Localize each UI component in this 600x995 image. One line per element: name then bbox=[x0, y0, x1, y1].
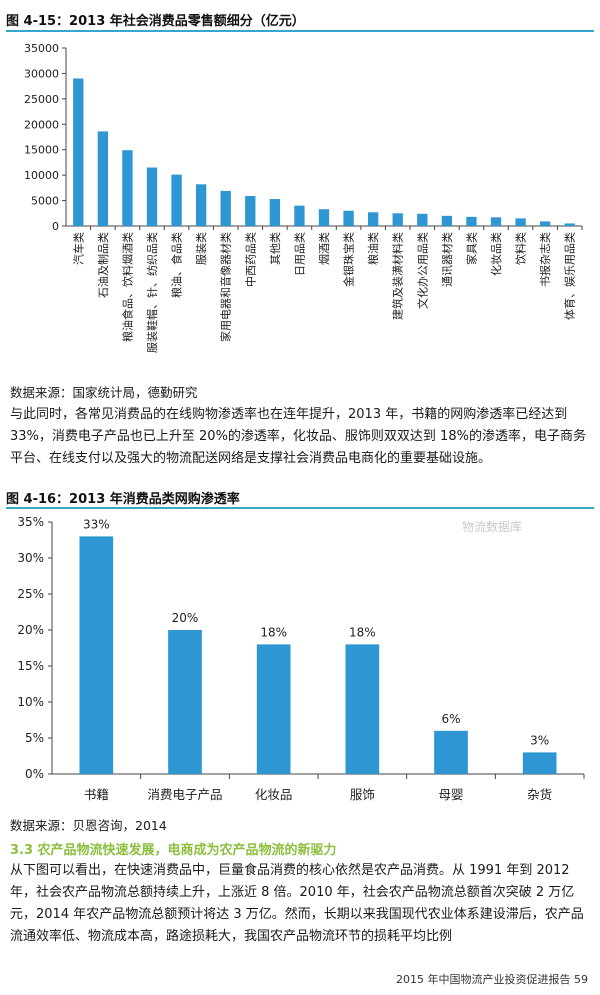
chart2-bar bbox=[522, 752, 557, 774]
chart1-x-tick-label: 金银珠宝类 bbox=[342, 232, 356, 287]
chart2-x-tick-label: 化妆品 bbox=[255, 787, 293, 802]
chart1-y-tick-label: 30000 bbox=[24, 67, 59, 80]
chart2-y-tick-label: 25% bbox=[17, 587, 44, 601]
chart1-bar bbox=[269, 199, 281, 226]
chart2-bar bbox=[79, 536, 114, 774]
chart2: 0% 5% 10% 15% 20% 25% 30% 35% 书籍 消费电子产品 化妆品 服饰 母婴 杂货… bbox=[17, 515, 585, 802]
chart1-x-tick-label: 粮油、食品类 bbox=[170, 232, 184, 298]
chart1-x-tick-label: 其他类 bbox=[268, 232, 282, 265]
chart1-bar bbox=[564, 223, 575, 226]
chart2-x-tick-label: 书籍 bbox=[84, 787, 109, 802]
chart2-y-tick-label: 0% bbox=[25, 767, 44, 781]
chart2-data-label: 18% bbox=[260, 625, 287, 639]
chart1-x-tick-label: 中西药品类 bbox=[243, 232, 257, 287]
figure1-rule bbox=[6, 30, 594, 32]
chart1-bar bbox=[294, 205, 305, 226]
chart1-x-tick-label: 化妆品类 bbox=[489, 232, 503, 276]
chart2-data-label: 3% bbox=[530, 733, 549, 747]
chart2-y-tick-label: 20% bbox=[17, 623, 44, 637]
chart2-bar bbox=[434, 730, 468, 774]
chart1-x-tick-label: 体育、娱乐用品类 bbox=[563, 232, 577, 320]
chart1-x-tick-label: 家用电器和音像器材类 bbox=[219, 232, 233, 342]
chart1-bar bbox=[73, 78, 84, 226]
chart2-bar bbox=[345, 644, 380, 774]
chart1-x-tick-label: 饮料类 bbox=[514, 232, 528, 265]
chart1-bar bbox=[490, 217, 502, 226]
chart1-x-tick-label: 粮油类 bbox=[366, 232, 380, 265]
chart1-y-tick-label: 0 bbox=[52, 220, 59, 233]
figure2-source: 数据来源：贝恩咨询，2014 bbox=[10, 818, 167, 833]
chart1-bar bbox=[392, 213, 403, 226]
chart1-y-tick-label: 35000 bbox=[24, 42, 59, 55]
figure1-source: 数据来源：国家统计局，德勤研究 bbox=[10, 385, 198, 400]
chart2-data-label: 6% bbox=[441, 712, 460, 726]
chart1-x-tick-label: 粮油食品、饮料烟酒类 bbox=[120, 232, 134, 342]
chart1-x-tick-label: 服装类 bbox=[194, 232, 208, 265]
chart2-bar bbox=[256, 644, 291, 774]
chart1-x-tick-label: 烟酒类 bbox=[317, 232, 331, 265]
chart1-x-tick-label: 家具类 bbox=[464, 232, 478, 265]
chart1-x-tick-label: 书报杂志类 bbox=[538, 232, 552, 287]
chart1-bar bbox=[146, 167, 158, 226]
chart1-x-tick-label: 通讯器材类 bbox=[440, 232, 454, 287]
chart1-bar bbox=[417, 213, 428, 226]
chart1-bar bbox=[171, 174, 182, 226]
chart1-y-tick-label: 25000 bbox=[24, 93, 59, 106]
chart2-data-label: 33% bbox=[83, 517, 110, 531]
chart1-bar bbox=[343, 210, 354, 226]
chart1-bar bbox=[122, 150, 133, 226]
paragraph-2: 从下图可以看出，在快速消费品中，巨量食品消费的核心依然是农产品消费。从 1991… bbox=[10, 863, 584, 944]
figure1-title: 图 4-15：2013 年社会消费品零售额细分（亿元） bbox=[6, 14, 305, 29]
chart2-data-label: 18% bbox=[349, 625, 376, 639]
chart1-x-tick-label: 服装鞋帽、针、纺织品类 bbox=[145, 232, 159, 353]
chart2-x-tick-label: 母婴 bbox=[438, 787, 463, 802]
paragraph-1: 与此同时，各常见消费品的在线购物渗透率也在连年提升，2013 年，书籍的网购渗透… bbox=[10, 407, 586, 466]
chart2-y-tick-label: 30% bbox=[17, 551, 44, 565]
chart1-y-tick-label: 5000 bbox=[31, 195, 59, 208]
chart2-x-tick-label: 服饰 bbox=[350, 787, 375, 802]
chart1-bar bbox=[195, 184, 207, 226]
section-heading: 3.3 农产品物流快速发展，电商成为农产品物流的新驱力 bbox=[10, 843, 337, 858]
chart2-y-tick-label: 5% bbox=[25, 731, 44, 745]
chart1-x-tick-label: 日用品类 bbox=[292, 232, 306, 276]
chart2-y-tick-label: 15% bbox=[17, 659, 44, 673]
figure2-title: 图 4-16：2013 年消费品类网购渗透率 bbox=[6, 492, 240, 507]
chart2-x-tick-label: 消费电子产品 bbox=[147, 787, 222, 802]
chart1-bar bbox=[220, 190, 231, 226]
chart2-data-label: 20% bbox=[172, 611, 199, 625]
chart2-y-tick-label: 35% bbox=[17, 515, 44, 529]
figure2-rule bbox=[6, 507, 594, 509]
chart1-y-tick-label: 10000 bbox=[24, 169, 59, 182]
chart1-x-tick-label: 汽车类 bbox=[71, 232, 85, 265]
watermark: 物流数据库 bbox=[462, 520, 523, 534]
chart2-bar bbox=[168, 630, 202, 774]
chart2-y-tick-label: 10% bbox=[17, 695, 44, 709]
chart1: 0 5000 10000 15000 20000 25000 30000 35000 汽车类石… bbox=[24, 42, 583, 353]
chart1-y-tick-label: 20000 bbox=[24, 118, 59, 131]
chart1-bar bbox=[539, 221, 551, 226]
chart1-x-tick-label: 文化办公用品类 bbox=[415, 232, 429, 309]
chart2-x-tick-label: 杂货 bbox=[527, 787, 552, 802]
chart1-x-tick-label: 石油及制品类 bbox=[96, 232, 110, 298]
page-footer: 2015 年中国物流产业投资促进报告 59 bbox=[396, 973, 588, 986]
chart1-bar bbox=[441, 215, 453, 226]
chart1-y-tick-label: 15000 bbox=[24, 144, 59, 157]
chart1-bar bbox=[466, 216, 477, 226]
chart1-bar bbox=[245, 195, 256, 226]
chart1-x-tick-label: 建筑及装潢材料类 bbox=[391, 232, 405, 320]
chart1-bar bbox=[515, 218, 526, 226]
chart1-bar bbox=[367, 212, 379, 226]
chart1-bar bbox=[97, 131, 109, 226]
chart1-bar bbox=[318, 209, 330, 226]
